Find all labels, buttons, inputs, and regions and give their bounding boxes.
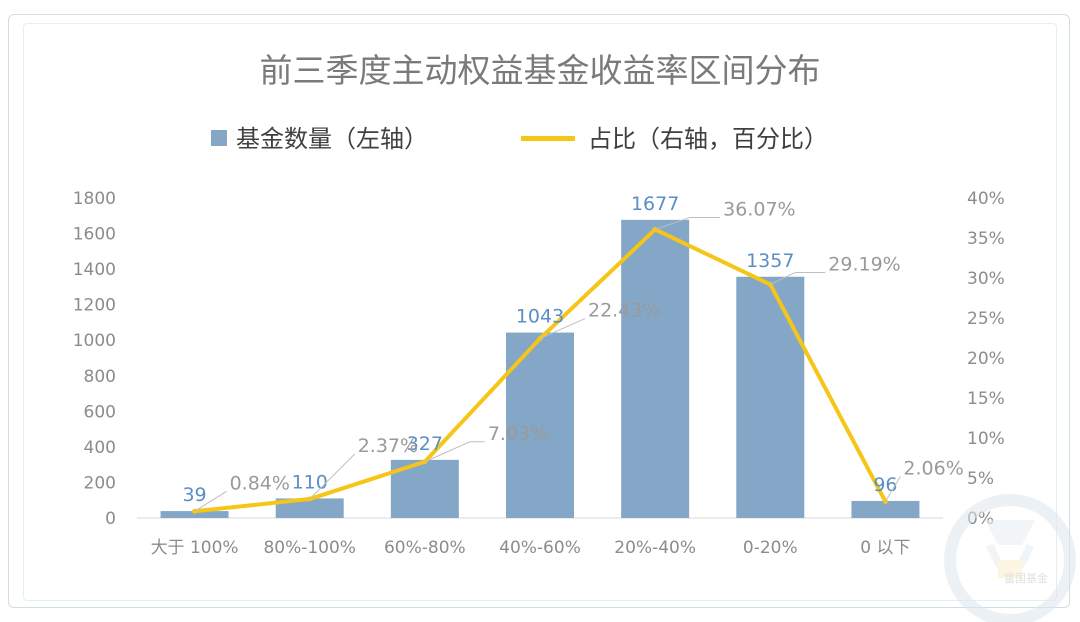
y-left-tick-label: 400 (84, 438, 116, 458)
x-tick-label: 0-20% (743, 538, 798, 558)
pct-leader-line (770, 271, 826, 285)
x-tick-label: 80%-100% (263, 538, 356, 558)
y-left-axis: 0 200 400 600 800 1000 1200 1400 1600 1800 (73, 189, 116, 529)
pct-leader-line (309, 453, 356, 500)
bar-labels: 39 110 327 1043 1677 1357 96 (182, 193, 897, 506)
pct-leader-line (424, 441, 485, 463)
bar-value-label: 1677 (631, 193, 679, 215)
pct-leader-line (539, 318, 586, 340)
bar-value-label: 1357 (746, 250, 794, 272)
chart-title: 前三季度主动权益基金收益率区间分布 (260, 51, 821, 90)
y-right-tick-label: 20% (967, 349, 1005, 369)
y-right-tick-label: 35% (967, 229, 1005, 249)
legend-line-label: 占比（右轴，百分比） (588, 125, 828, 153)
y-right-tick-label: 15% (967, 389, 1005, 409)
x-tick-label: 40%-60% (499, 538, 581, 558)
watermark: 富国基金 (944, 494, 1076, 622)
y-left-tick-label: 800 (84, 367, 116, 387)
bar-value-label: 327 (407, 433, 443, 455)
bar (736, 276, 805, 518)
pct-labels: 0.84% 2.37% 7.03% 22.43% 36.07% 29.19% 2.06% (194, 198, 964, 512)
pct-leader-line (194, 490, 227, 512)
y-right-tick-label: 5% (967, 469, 994, 489)
fund-logo-icon (944, 494, 1076, 622)
legend: 基金数量（左轴） 占比（右轴，百分比） (211, 125, 828, 153)
legend-bar-label: 基金数量（左轴） (236, 125, 428, 153)
x-axis: 大于 100% 80%-100% 60%-80% 40%-60% 20%-40% 0-20… (151, 538, 911, 558)
y-right-tick-label: 10% (967, 429, 1005, 449)
y-right-tick-label: 40% (967, 189, 1005, 209)
x-tick-label: 20%-40% (614, 538, 696, 558)
y-left-tick-label: 1000 (73, 331, 116, 351)
bar-value-label: 96 (873, 474, 897, 496)
bar (275, 498, 344, 518)
pct-leader-line (654, 216, 721, 230)
bar-value-label: 110 (292, 471, 328, 493)
y-left-tick-label: 200 (84, 473, 116, 493)
pct-value-label: 36.07% (723, 198, 795, 220)
x-tick-label: 60%-80% (384, 538, 466, 558)
x-tick-label: 大于 100% (151, 538, 239, 558)
chart-inner-border (23, 23, 1057, 601)
bar (621, 219, 690, 518)
y-right-tick-label: 25% (967, 309, 1005, 329)
bar-value-label: 39 (182, 484, 206, 506)
y-left-tick-label: 1200 (73, 296, 116, 316)
y-left-tick-label: 1400 (73, 260, 116, 280)
y-left-tick-label: 1800 (73, 189, 116, 209)
y-right-tick-label: 30% (967, 269, 1005, 289)
x-tick-label: 0 以下 (860, 538, 910, 558)
y-left-tick-label: 1600 (73, 225, 116, 245)
watermark-text: 富国基金 (1004, 571, 1048, 585)
pct-value-label: 2.06% (903, 458, 963, 480)
pct-leader-line (884, 476, 901, 502)
pct-value-label: 7.03% (488, 423, 548, 445)
y-left-tick-label: 600 (84, 402, 116, 422)
bar (160, 511, 229, 518)
bar (851, 500, 920, 518)
pct-value-label: 29.19% (828, 253, 900, 275)
legend-bar-swatch (211, 130, 227, 146)
pct-value-label: 0.84% (230, 472, 290, 494)
y-right-axis: 0%5%10%15%20%25%30%35%40% (967, 189, 1005, 529)
y-left-tick-label: 0 (105, 509, 116, 529)
bar-value-label: 1043 (516, 306, 564, 328)
pct-value-label: 2.37% (358, 435, 418, 457)
line-point (192, 508, 198, 514)
legend-line-swatch (521, 136, 575, 141)
pct-value-label: 22.43% (588, 300, 660, 322)
